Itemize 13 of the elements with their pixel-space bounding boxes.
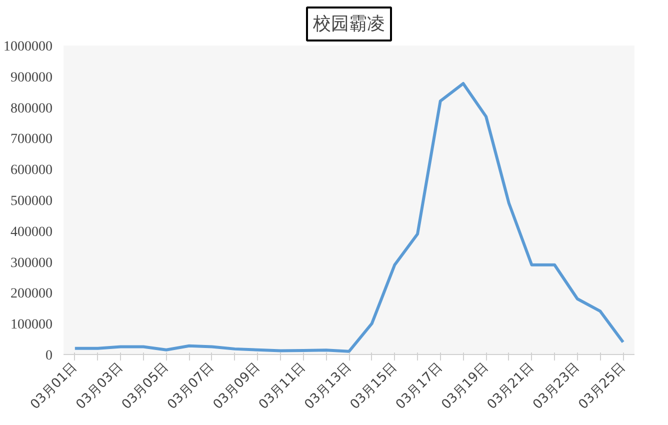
y-tick-label: 600000 xyxy=(10,163,52,178)
y-tick-label: 1000000 xyxy=(4,40,52,54)
y-tick-label: 700000 xyxy=(10,132,52,148)
chart-title: 校园霸凌 xyxy=(312,14,385,34)
y-tick-label: 0 xyxy=(46,348,52,364)
y-tick-label: 200000 xyxy=(10,286,52,302)
y-tick-label: 300000 xyxy=(10,256,52,271)
y-tick-label: 800000 xyxy=(10,101,52,116)
line-series xyxy=(73,82,625,353)
y-tick-label: 400000 xyxy=(10,224,52,240)
y-tick-label: 500000 xyxy=(10,194,52,209)
y-tick-label: 900000 xyxy=(10,70,52,86)
y-tick-label: 100000 xyxy=(10,318,52,333)
